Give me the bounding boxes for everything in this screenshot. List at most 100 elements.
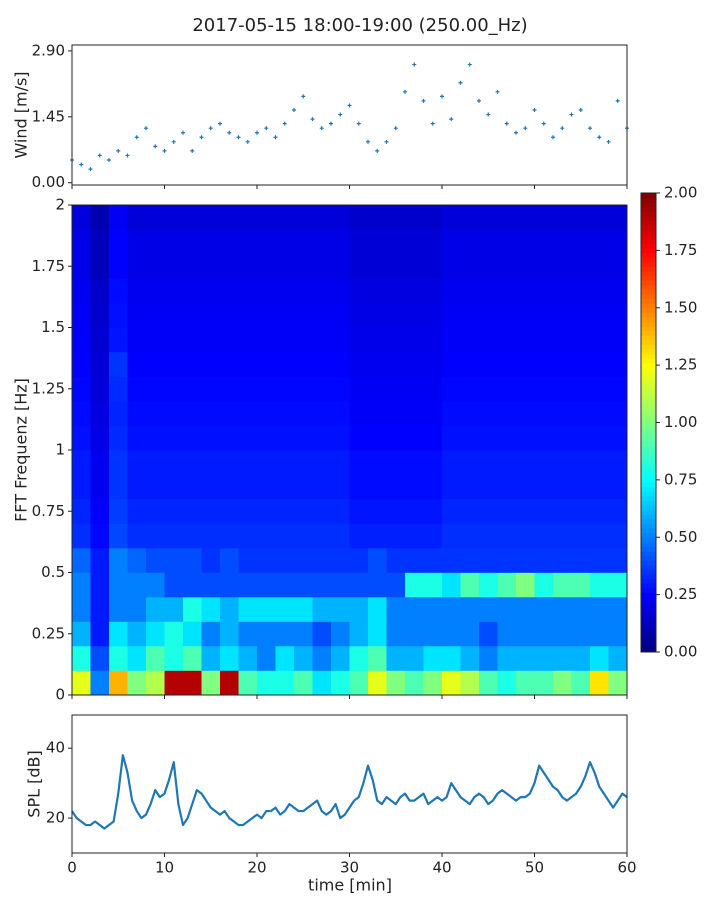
heatmap-cell bbox=[183, 352, 202, 377]
heatmap-cell bbox=[479, 327, 498, 353]
colorbar-step bbox=[641, 330, 656, 336]
heatmap-cell bbox=[201, 646, 221, 671]
heatmap-cell bbox=[183, 303, 202, 328]
wind-point bbox=[208, 126, 213, 131]
heatmap-cell bbox=[590, 572, 609, 598]
heatmap-cell bbox=[590, 523, 609, 549]
x-tick-label: 30 bbox=[340, 859, 359, 877]
heatmap-cell bbox=[183, 621, 202, 647]
heatmap-cell bbox=[275, 401, 295, 426]
heatmap-cell bbox=[368, 597, 387, 622]
colorbar-step bbox=[641, 293, 656, 300]
heatmap-cell bbox=[331, 254, 350, 279]
heatmap-cell bbox=[238, 597, 258, 622]
heatmap-cell bbox=[294, 597, 313, 622]
heatmap-cell bbox=[405, 474, 424, 500]
heatmap-cell bbox=[460, 572, 480, 598]
axes-frame bbox=[71, 44, 628, 186]
colorbar-step bbox=[641, 385, 656, 391]
heatmap-cell bbox=[386, 548, 406, 573]
colorbar-step bbox=[641, 367, 656, 373]
y-tick-label: 1 bbox=[55, 441, 65, 459]
heatmap-cell bbox=[368, 278, 387, 304]
heatmap-cell bbox=[90, 646, 110, 671]
heatmap-cell bbox=[90, 327, 110, 353]
heatmap-cell bbox=[164, 646, 184, 671]
heatmap-cell bbox=[479, 425, 498, 451]
heatmap-cell bbox=[238, 278, 258, 304]
heatmap-cell bbox=[571, 646, 591, 671]
heatmap-cell bbox=[72, 523, 91, 549]
heatmap-cell bbox=[368, 303, 387, 328]
y-axis-label: FFT Frequenz [Hz] bbox=[12, 378, 31, 522]
heatmap-cell bbox=[368, 327, 387, 353]
heatmap-cell bbox=[312, 499, 332, 524]
heatmap-cell bbox=[442, 523, 461, 549]
wind-point bbox=[227, 130, 232, 135]
heatmap-cell bbox=[183, 278, 202, 304]
heatmap-cell bbox=[423, 597, 443, 622]
heatmap-cell bbox=[331, 646, 350, 671]
heatmap-cell bbox=[516, 670, 535, 696]
heatmap-cell bbox=[479, 523, 498, 549]
heatmap-cell bbox=[294, 572, 313, 598]
heatmap-cell bbox=[312, 425, 332, 451]
heatmap-cell bbox=[516, 450, 535, 475]
heatmap-cell bbox=[90, 229, 110, 255]
wind-point bbox=[310, 117, 315, 122]
heatmap-cell bbox=[349, 670, 369, 696]
heatmap-cell bbox=[590, 278, 609, 304]
heatmap-cell bbox=[534, 548, 554, 573]
heatmap-cell bbox=[442, 352, 461, 377]
heatmap-cell bbox=[183, 597, 202, 622]
heatmap-cell bbox=[201, 254, 221, 279]
heatmap-cell bbox=[553, 205, 572, 230]
wind-point bbox=[551, 135, 555, 140]
heatmap-cell bbox=[534, 670, 554, 696]
heatmap-cell bbox=[294, 621, 313, 647]
heatmap-cell bbox=[331, 401, 350, 426]
heatmap-cell bbox=[294, 229, 313, 255]
heatmap-cell bbox=[516, 474, 535, 500]
heatmap-cell bbox=[405, 499, 424, 524]
wind-point bbox=[588, 126, 592, 131]
heatmap-cell bbox=[497, 548, 517, 573]
heatmap-cell bbox=[331, 303, 350, 328]
heatmap-cell bbox=[164, 352, 184, 377]
heatmap-cell bbox=[479, 572, 498, 598]
heatmap-cell bbox=[72, 278, 91, 304]
colorbar-step bbox=[641, 619, 656, 625]
heatmap-cell bbox=[331, 670, 350, 696]
heatmap-cell bbox=[442, 254, 461, 279]
heatmap-cell bbox=[109, 597, 128, 622]
heatmap-cell bbox=[349, 376, 369, 402]
heatmap-cell bbox=[386, 376, 406, 402]
heatmap-cell bbox=[72, 352, 91, 377]
colorbar-step bbox=[641, 399, 656, 405]
colorbar-step bbox=[641, 303, 656, 309]
colorbar-step bbox=[641, 546, 656, 552]
wind-point bbox=[79, 162, 84, 167]
heatmap-cell bbox=[201, 474, 221, 500]
heatmap-cell bbox=[497, 670, 517, 696]
heatmap-cell bbox=[497, 474, 517, 500]
heatmap-cell bbox=[516, 327, 535, 353]
heatmap-cell bbox=[534, 303, 554, 328]
heatmap-cell bbox=[312, 597, 332, 622]
y-tick-label: 1.25 bbox=[32, 379, 65, 397]
colorbar-step bbox=[641, 642, 656, 648]
heatmap-cell bbox=[534, 425, 554, 451]
colorbar-step bbox=[641, 376, 656, 382]
colorbar-step bbox=[641, 298, 656, 304]
colorbar-step bbox=[641, 321, 656, 327]
y-tick-label: 0 bbox=[55, 686, 65, 704]
heatmap-cell bbox=[349, 621, 369, 647]
heatmap-cell bbox=[497, 621, 517, 647]
wind-point bbox=[282, 121, 287, 126]
colorbar-step bbox=[641, 629, 656, 635]
heatmap-cell bbox=[516, 205, 535, 230]
wind-point bbox=[88, 167, 93, 172]
heatmap-cell bbox=[608, 548, 628, 573]
colorbar-step bbox=[641, 248, 656, 254]
heatmap-cell bbox=[90, 254, 110, 279]
